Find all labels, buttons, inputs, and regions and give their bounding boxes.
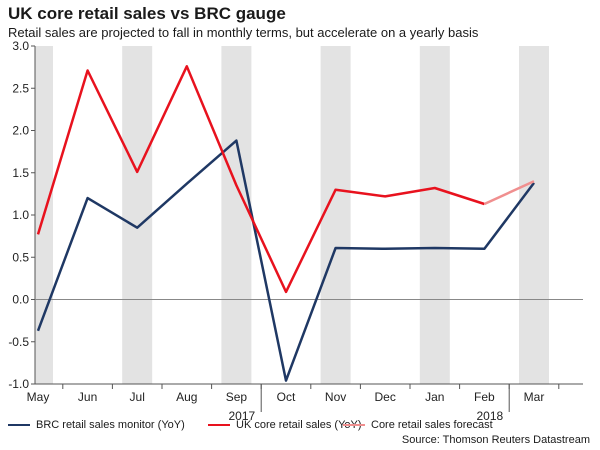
x-tick-label: Nov xyxy=(325,390,346,404)
legend-swatch-brc xyxy=(8,424,30,426)
year-label: 2018 xyxy=(476,409,503,423)
source-note: Source: Thomson Reuters Datastream xyxy=(401,434,590,446)
shaded-band xyxy=(519,46,549,384)
legend-item-forecast: Core retail sales forecast xyxy=(343,419,493,431)
y-tick-label: 2.5 xyxy=(12,81,29,95)
shaded-band xyxy=(221,46,252,384)
chart-subtitle: Retail sales are projected to fall in mo… xyxy=(8,25,479,40)
year-label: 2017 xyxy=(228,409,255,423)
x-tick-label: Mar xyxy=(524,390,545,404)
y-tick-label: -1.0 xyxy=(8,377,29,391)
x-tick-label: Jan xyxy=(425,390,444,404)
y-tick-label: -0.5 xyxy=(8,335,29,349)
chart-title: UK core retail sales vs BRC gauge xyxy=(8,4,286,23)
y-tick-label: 1.0 xyxy=(12,208,29,222)
x-tick-label: Sep xyxy=(226,390,248,404)
x-tick-label: Jun xyxy=(78,390,97,404)
shaded-band xyxy=(320,46,351,384)
y-tick-label: 0.5 xyxy=(12,250,29,264)
x-tick-label: Dec xyxy=(375,390,396,404)
legend-label-brc: BRC retail sales monitor (YoY) xyxy=(36,419,185,431)
y-tick-label: 1.5 xyxy=(12,166,29,180)
shaded-band xyxy=(419,46,450,384)
shaded-band xyxy=(122,46,153,384)
legend-swatch-uk-core xyxy=(208,424,230,426)
series-line-2 xyxy=(483,180,535,206)
x-tick-label: Jul xyxy=(130,390,145,404)
legend-label-forecast: Core retail sales forecast xyxy=(371,419,493,431)
y-tick-label: 2.0 xyxy=(12,124,29,138)
series-line-1 xyxy=(36,65,485,294)
legend-label-uk-core: UK core retail sales (YoY) xyxy=(236,419,362,431)
x-tick-label: Feb xyxy=(474,390,495,404)
legend-item-brc: BRC retail sales monitor (YoY) xyxy=(8,419,185,431)
x-tick-label: Oct xyxy=(277,390,296,404)
series-line-0 xyxy=(36,139,535,382)
x-tick-label: Aug xyxy=(176,390,197,404)
legend-item-uk-core: UK core retail sales (YoY) xyxy=(208,419,362,431)
y-tick-label: 3.0 xyxy=(12,39,29,53)
y-tick-label: 0.0 xyxy=(12,293,29,307)
x-tick-label: May xyxy=(27,390,50,404)
legend-swatch-forecast xyxy=(343,424,365,426)
